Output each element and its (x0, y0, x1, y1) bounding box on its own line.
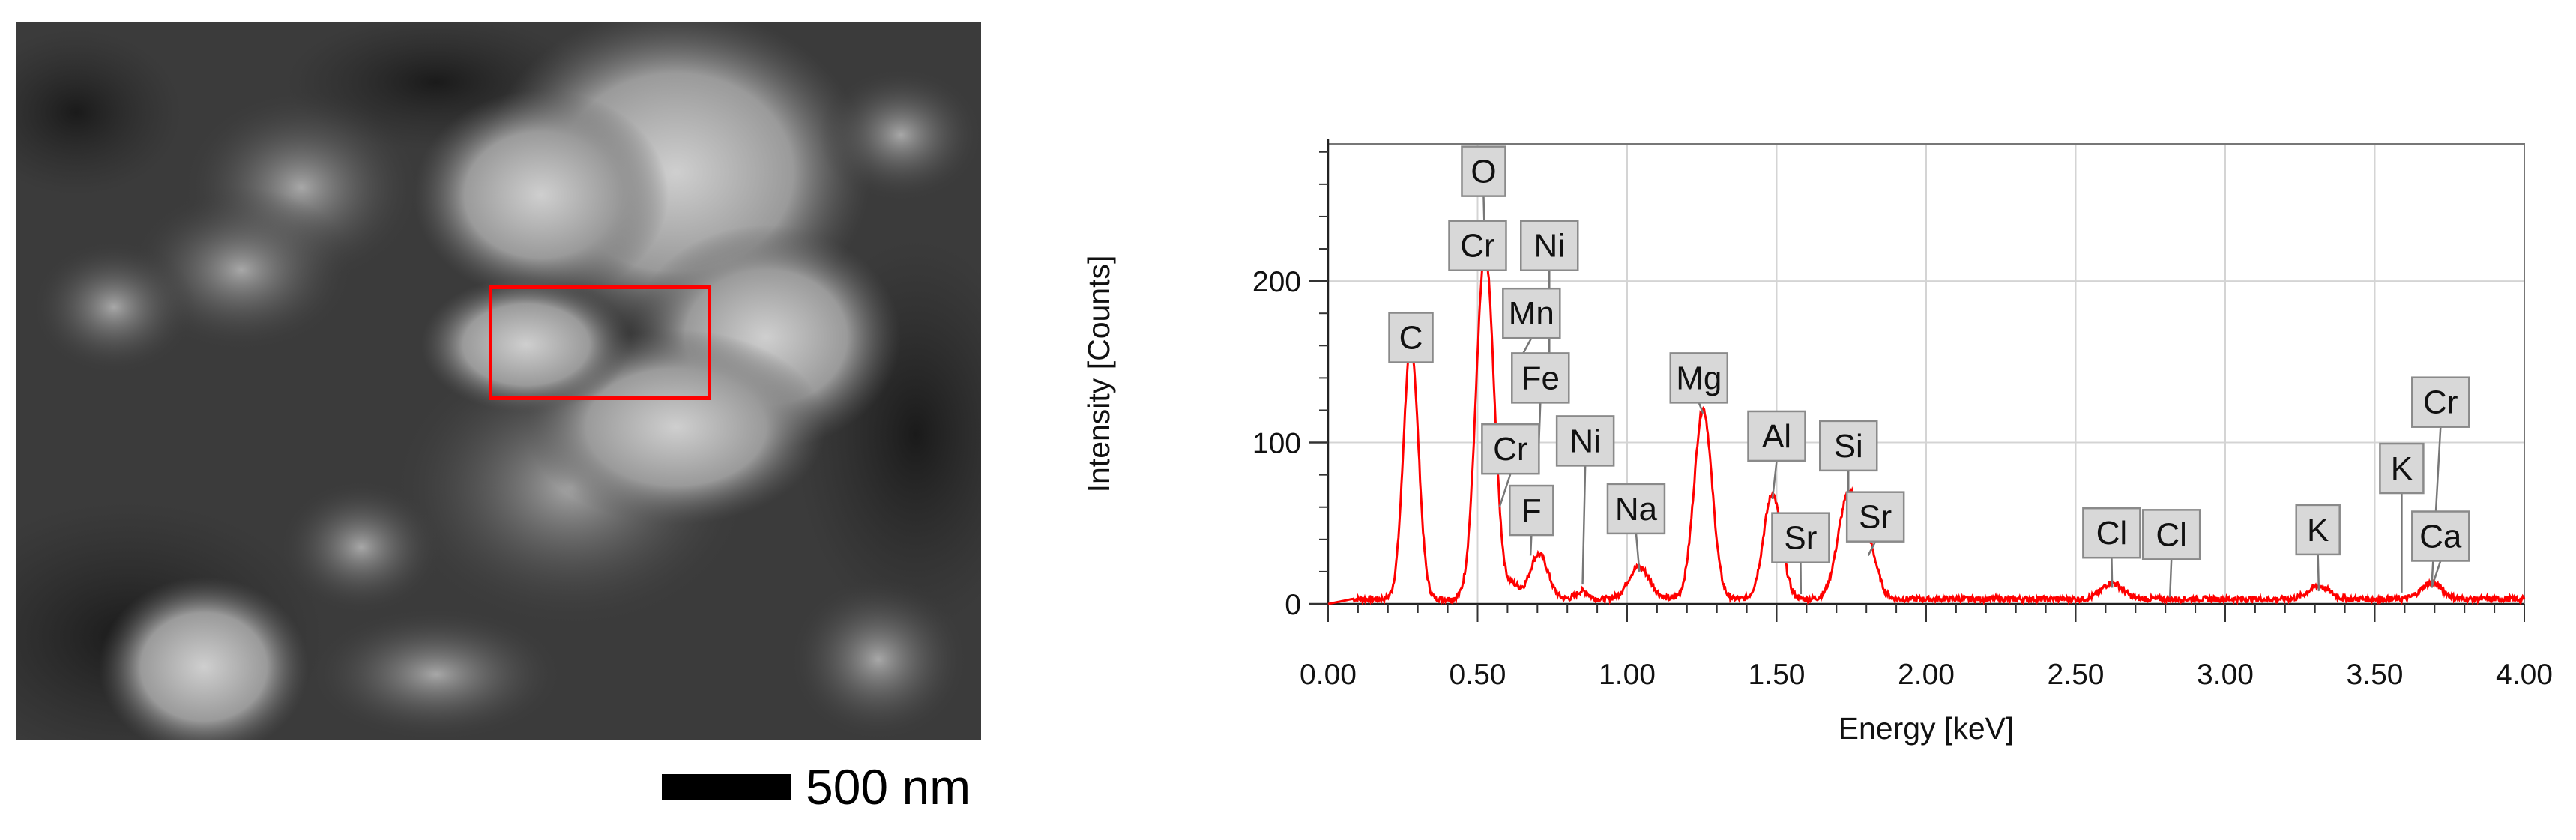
peak-label-box (2295, 504, 2341, 556)
x-tick-label: 2.50 (2048, 659, 2105, 691)
peak-label: Ni (1520, 220, 1579, 362)
peak-label-text: Ni (1569, 423, 1601, 459)
peak-label: Ni (1555, 415, 1615, 585)
peak-label: Si (1819, 420, 1878, 501)
peak-label-box (1520, 220, 1579, 271)
peak-label-box (1481, 423, 1540, 475)
tick-marks (1309, 151, 2525, 622)
peak-label-text: Sr (1859, 499, 1892, 536)
x-tick-label: 0.00 (1300, 659, 1357, 691)
grid-lines (1328, 144, 2524, 604)
x-tick-label: 2.00 (1898, 659, 1955, 691)
peak-label-box (2411, 510, 2470, 562)
peak-label-leader (2317, 554, 2320, 591)
peak-label: Fe (1511, 352, 1570, 443)
tick-labels: 0.00 0.50 1.00 1.50 2.00 2.50 3.00 3.50 4.00 0 100… (1252, 266, 2553, 691)
peak-label: Al (1747, 410, 1806, 500)
peak-label-text: Cr (1460, 228, 1494, 265)
peak-label-text: Mn (1509, 295, 1554, 332)
x-tick-label: 3.00 (2197, 659, 2254, 691)
sem-image (16, 22, 981, 740)
peak-label: Ca (2411, 510, 2470, 588)
x-tick-label: 3.50 (2347, 659, 2404, 691)
peak-label-text: K (2391, 450, 2413, 487)
peak-label-text: K (2307, 512, 2329, 549)
peak-label-box (2082, 507, 2141, 559)
peak-label: K (2295, 504, 2341, 591)
peak-label-text: Cr (1493, 431, 1527, 468)
y-tick-label: 0 (1285, 589, 1301, 621)
x-tick-label: 0.50 (1450, 659, 1506, 691)
peak-label: F (1509, 484, 1554, 556)
peak-label-text: O (1471, 154, 1496, 190)
peak-label-box (1461, 145, 1506, 197)
peak-label-leader (2111, 558, 2114, 588)
y-tick-label: 100 (1252, 428, 1301, 460)
peak-label-box (1606, 483, 1666, 535)
peak-label-leader (2168, 559, 2173, 598)
peak-label-box (1448, 220, 1507, 271)
x-tick-label: 1.50 (1749, 659, 1806, 691)
y-tick-label: 200 (1252, 266, 1301, 298)
peak-label-box (1388, 312, 1434, 363)
peak-label-box (1502, 287, 1561, 339)
peak-label-text: Si (1834, 428, 1863, 465)
y-axis-title: Intensity [Counts] (1082, 256, 1116, 493)
peak-label-text: Na (1615, 491, 1658, 528)
peak-label: Mn (1502, 287, 1561, 363)
peak-label-text: Al (1762, 418, 1791, 455)
peak-label-leader (1867, 541, 1877, 556)
peak-label-text: Fe (1521, 360, 1560, 396)
peak-labels: C O Cr Ni Mn Fe Cr Ni F Na Mg Al Si Sr Sr Cl Cl K K Cr Ca (1388, 145, 2470, 598)
peak-label-text: Cl (2156, 516, 2187, 553)
peak-label-leader (1498, 473, 1512, 508)
x-tick-label: 1.00 (1599, 659, 1656, 691)
peak-label: K (2379, 442, 2425, 593)
peak-label-leader (1581, 465, 1587, 585)
peak-label-text: F (1521, 492, 1542, 529)
peak-label-text: Ni (1533, 228, 1565, 265)
peak-label-box (1509, 484, 1554, 537)
scale-bar-label: 500 nm (806, 759, 971, 815)
peak-label-box (1555, 415, 1615, 467)
peak-label: Cr (1481, 423, 1540, 508)
x-axis-title: Energy [keV] (1839, 711, 2015, 746)
peak-label-box (2141, 509, 2201, 560)
region-of-interest-box (489, 285, 711, 400)
peak-label-leader (2431, 560, 2442, 588)
peak-label-box (1819, 420, 1878, 472)
peak-label-text: Mg (1676, 360, 1722, 396)
peak-label: O (1461, 145, 1506, 257)
x-tick-label: 4.00 (2496, 659, 2553, 691)
peak-label: Na (1606, 483, 1666, 572)
peak-label-leader (1698, 402, 1704, 414)
peak-label: Cr (2411, 376, 2470, 588)
peak-label-text: Cr (2423, 384, 2458, 421)
peak-label-box (1771, 512, 1830, 563)
scale-bar (662, 774, 791, 800)
peak-label: Mg (1669, 352, 1729, 414)
peak-label-box (1511, 352, 1570, 404)
peak-label: Cl (2082, 507, 2141, 588)
peak-label-leader (1635, 533, 1641, 572)
peak-label: C (1388, 312, 1434, 363)
spectrum-line (1327, 249, 2526, 606)
peak-label: Sr (1771, 512, 1830, 595)
peak-label-box (1845, 491, 1905, 543)
peak-label-box (2411, 376, 2470, 428)
peak-label-leader (1529, 534, 1533, 556)
sem-micrograph (16, 22, 981, 740)
peak-label-box (1669, 352, 1729, 404)
peak-label-text: C (1399, 320, 1423, 357)
peak-label-leader (1771, 460, 1778, 500)
peak-label-box (2379, 442, 2425, 495)
peak-label-text: Sr (1784, 520, 1817, 557)
peak-label: Cr (1448, 220, 1507, 271)
peak-label-box (1747, 410, 1806, 462)
peak-label-text: Cl (2096, 515, 2128, 552)
peak-label-text: Ca (2419, 519, 2462, 555)
peak-label: Sr (1845, 491, 1905, 556)
peak-label: Cl (2141, 509, 2201, 598)
